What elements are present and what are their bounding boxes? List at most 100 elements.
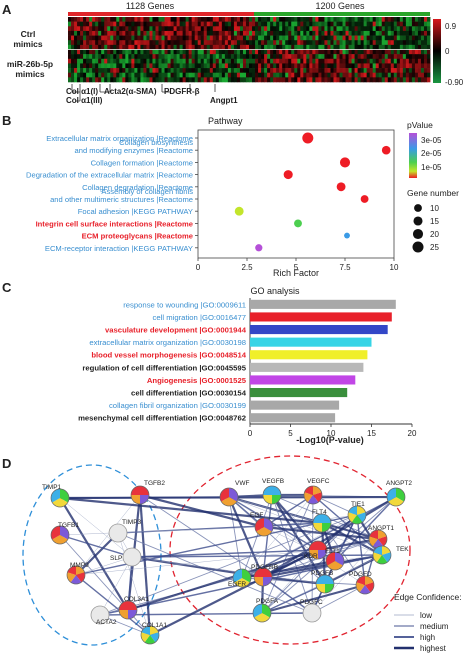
heatmap-cell bbox=[273, 68, 277, 74]
heatmap-cell bbox=[315, 58, 319, 64]
heatmap-cell bbox=[68, 17, 72, 22]
heatmap-cell bbox=[89, 40, 93, 46]
heatmap-cell bbox=[423, 21, 428, 27]
heatmap-cell bbox=[212, 30, 217, 36]
heatmap-cell bbox=[209, 35, 214, 41]
heatmap-cell bbox=[375, 68, 380, 74]
heatmap-cell bbox=[348, 58, 352, 64]
heatmap-cell bbox=[131, 77, 135, 83]
heatmap-cell bbox=[164, 35, 168, 41]
heatmap-cell bbox=[188, 49, 193, 55]
heatmap-cell bbox=[167, 35, 171, 41]
heatmap-cell bbox=[309, 21, 313, 27]
heatmap-cell bbox=[348, 77, 352, 83]
heatmap-cell bbox=[366, 68, 371, 74]
heatmap-cell bbox=[336, 35, 340, 41]
heatmap-cell bbox=[255, 58, 259, 64]
heatmap-cell bbox=[224, 40, 229, 46]
heatmap-cell bbox=[182, 77, 187, 83]
heatmap-cell bbox=[306, 77, 310, 83]
go-category-label: Angiogenesis |GO:0001525 bbox=[147, 376, 247, 385]
heatmap-cell bbox=[206, 54, 211, 60]
heatmap-cell bbox=[255, 63, 259, 69]
heatmap-cell bbox=[333, 35, 337, 41]
heatmap-cell bbox=[71, 77, 75, 83]
heatmap-cell bbox=[252, 68, 256, 74]
heatmap-cell bbox=[336, 68, 340, 74]
network-edge bbox=[59, 496, 323, 525]
heatmap-cell bbox=[252, 26, 256, 32]
heatmap-cell bbox=[182, 17, 187, 22]
heatmap-cell bbox=[209, 26, 214, 32]
heatmap-cell bbox=[173, 26, 177, 32]
heatmap-cell bbox=[134, 35, 138, 41]
pathway-dot bbox=[302, 132, 314, 144]
heatmap-cell bbox=[393, 77, 398, 83]
heatmap-cell bbox=[71, 26, 75, 32]
network-node-label: PDGFC bbox=[300, 599, 323, 606]
heatmap-cell bbox=[345, 54, 349, 60]
heatmap-cell bbox=[101, 68, 105, 74]
heatmap-cell bbox=[179, 21, 184, 27]
heatmap-cell bbox=[137, 77, 141, 83]
heatmap-cell bbox=[309, 44, 313, 50]
heatmap-cell bbox=[200, 21, 205, 27]
heatmap-cell bbox=[191, 17, 196, 22]
network-edge bbox=[117, 532, 313, 614]
heatmap-cell bbox=[384, 58, 389, 64]
heatmap-cell bbox=[396, 58, 401, 64]
heatmap-cell bbox=[411, 54, 416, 60]
heatmap-cell bbox=[249, 35, 253, 41]
heatmap-cell bbox=[297, 54, 301, 60]
heatmap-cell bbox=[143, 17, 147, 22]
heatmap-cell bbox=[218, 21, 223, 27]
heatmap-cell bbox=[125, 26, 129, 32]
go-bar bbox=[250, 312, 392, 322]
heatmap-cell bbox=[378, 68, 383, 74]
heatmap-cell bbox=[324, 58, 328, 64]
heatmap-cell bbox=[378, 35, 383, 41]
heatmap-cell bbox=[95, 58, 99, 64]
heatmap-cell bbox=[408, 30, 413, 36]
heatmap-cell bbox=[74, 49, 78, 55]
network-edge bbox=[59, 497, 133, 558]
heatmap-cell bbox=[387, 26, 392, 32]
heatmap-cell bbox=[74, 21, 78, 27]
heatmap-cell bbox=[249, 40, 253, 46]
heatmap-cell bbox=[258, 44, 262, 50]
heatmap-cell bbox=[369, 21, 374, 27]
heatmap-cell bbox=[321, 77, 325, 83]
heatmap-cell bbox=[351, 63, 355, 69]
heatmap-cell bbox=[233, 44, 238, 50]
pathway-labels: Extracellular matrix organization |React… bbox=[26, 134, 193, 253]
heatmap-cell bbox=[194, 30, 199, 36]
heatmap-cell bbox=[167, 54, 171, 60]
heatmap-cell bbox=[128, 58, 132, 64]
heatmap-cell bbox=[86, 63, 90, 69]
heatmap-cell bbox=[197, 21, 202, 27]
heatmap-cell bbox=[107, 26, 111, 32]
heatmap-cell bbox=[137, 72, 141, 78]
heatmap-cell bbox=[381, 26, 386, 32]
heatmap-cell bbox=[378, 26, 383, 32]
heatmap-cell bbox=[218, 35, 223, 41]
heatmap-cell bbox=[200, 68, 205, 74]
heatmap-cell bbox=[327, 17, 331, 22]
heatmap-cell bbox=[369, 77, 374, 83]
heatmap-cell bbox=[351, 49, 355, 55]
heatmap-cell bbox=[140, 17, 144, 22]
heatmap-cell bbox=[351, 35, 355, 41]
heatmap-cell bbox=[161, 40, 165, 46]
heatmap-cell bbox=[357, 26, 362, 32]
heatmap-cell bbox=[249, 77, 253, 83]
heatmap-cell bbox=[399, 17, 404, 22]
heatmap-cell bbox=[161, 26, 165, 32]
heatmap-cell bbox=[77, 21, 81, 27]
heatmap-cell bbox=[182, 21, 187, 27]
heatmap-cell bbox=[92, 35, 96, 41]
gene-number-legend-dot bbox=[414, 204, 422, 212]
heatmap-cell bbox=[381, 44, 386, 50]
heatmap-cell bbox=[110, 35, 114, 41]
scale-tick-high: 0.9 bbox=[445, 22, 457, 31]
heatmap-cell bbox=[324, 17, 328, 22]
